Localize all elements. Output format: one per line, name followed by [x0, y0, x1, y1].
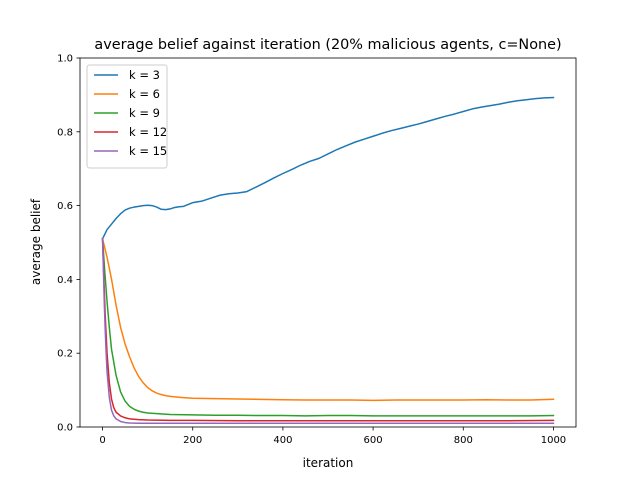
x-tick-label: 200: [183, 435, 202, 446]
legend-label: k = 15: [129, 144, 167, 158]
legend-label: k = 3: [129, 68, 160, 82]
legend-frame: [86, 64, 168, 169]
x-tick-label: 400: [273, 435, 292, 446]
x-tick-label: 800: [454, 435, 473, 446]
chart-title: average belief against iteration (20% ma…: [94, 37, 561, 53]
series-line-3: [101, 238, 555, 417]
x-tick-label: 1000: [541, 435, 566, 446]
series-line-1: [101, 96, 555, 240]
series-line-2: [101, 237, 555, 402]
x-axis-label: iteration: [303, 456, 354, 470]
legend-label: k = 6: [129, 87, 160, 101]
y-axis-label: average belief: [29, 198, 43, 285]
y-tick-label: 0.8: [57, 127, 73, 138]
series-line-5: [101, 238, 555, 425]
y-tick-label: 1.0: [57, 54, 73, 65]
plot-frame: [79, 57, 577, 428]
axes-layer: 0 200 400 600 800 1000 0.0 0.2 0.4 0.6 0.8 1.0: [57, 54, 577, 446]
series-layer: [101, 96, 555, 425]
y-tick-label: 0.4: [57, 275, 73, 286]
x-tick-label: 600: [364, 435, 383, 446]
x-tick-label: 0: [99, 435, 105, 446]
y-tick-label: 0.6: [57, 201, 73, 212]
legend: k = 3 k = 6 k = 9 k = 12 k = 15: [86, 64, 168, 169]
legend-label: k = 9: [129, 106, 160, 120]
y-tick-label: 0.0: [57, 423, 73, 434]
y-tick-label: 0.2: [57, 349, 73, 360]
series-line-4: [101, 238, 555, 422]
legend-label: k = 12: [129, 125, 167, 139]
